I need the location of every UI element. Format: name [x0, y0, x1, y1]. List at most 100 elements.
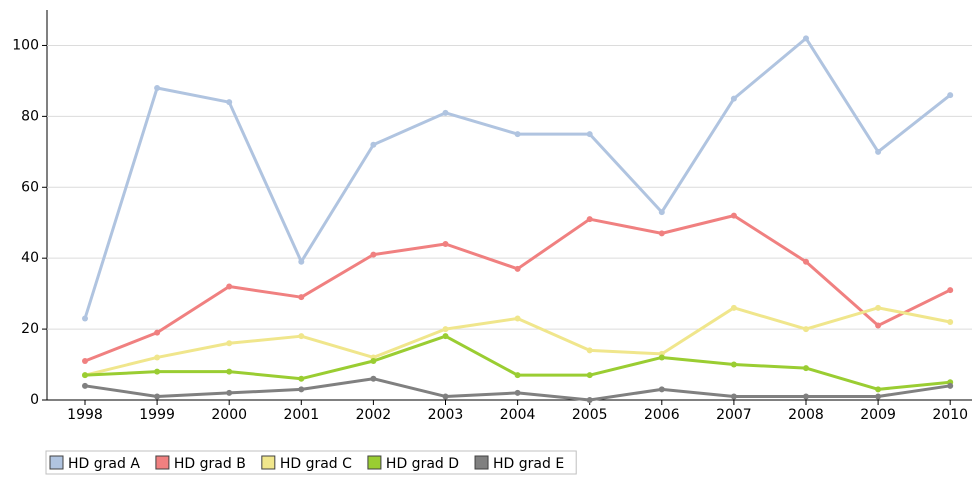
- series-line: [84, 334, 951, 391]
- data-point: [947, 382, 954, 389]
- y-tick-label: 100: [12, 37, 39, 53]
- data-point: [803, 35, 809, 42]
- data-point: [586, 372, 593, 379]
- data-point: [514, 389, 521, 396]
- data-point: [803, 393, 809, 400]
- data-point: [875, 148, 882, 155]
- data-point: [514, 265, 521, 272]
- data-point: [586, 216, 593, 223]
- legend-label: HD grad E: [493, 456, 564, 472]
- data-point: [875, 304, 882, 311]
- data-point: [514, 315, 521, 322]
- data-point: [730, 212, 737, 219]
- series: [82, 304, 954, 379]
- data-point: [803, 365, 809, 372]
- data-point: [226, 340, 233, 347]
- legend-label: HD grad B: [174, 456, 246, 472]
- data-point: [586, 397, 593, 403]
- data-point: [947, 92, 954, 99]
- legend-label: HD grad D: [386, 456, 459, 472]
- x-tick-label: 2006: [644, 407, 680, 423]
- x-tick-label: 2002: [356, 407, 392, 423]
- data-point: [658, 230, 665, 237]
- data-point: [82, 358, 88, 364]
- data-point: [442, 393, 449, 400]
- data-point: [875, 386, 882, 393]
- data-point: [658, 386, 665, 393]
- data-point: [730, 393, 737, 400]
- series-line: [84, 214, 951, 363]
- data-point: [947, 319, 954, 325]
- data-point: [370, 251, 377, 258]
- data-point: [875, 393, 882, 400]
- data-point: [442, 326, 449, 333]
- legend-item: HD grad E: [474, 455, 564, 472]
- data-point: [803, 258, 809, 265]
- legend-item: HD grad D: [367, 455, 459, 472]
- legend-border: [45, 450, 577, 475]
- y-tick-label: 40: [21, 250, 39, 266]
- data-point: [82, 372, 88, 379]
- data-point: [514, 131, 521, 138]
- series: [82, 212, 954, 364]
- data-point: [154, 85, 161, 91]
- data-point: [514, 372, 521, 379]
- legend-item: HD grad A: [49, 455, 140, 472]
- data-point: [730, 95, 737, 102]
- data-point: [298, 294, 305, 301]
- y-tick-label: 0: [30, 392, 39, 408]
- y-tick-label: 80: [21, 108, 39, 124]
- data-point: [442, 241, 449, 247]
- data-point: [298, 258, 305, 265]
- data-point: [298, 375, 305, 382]
- data-point: [370, 375, 377, 382]
- data-point: [442, 333, 449, 340]
- data-point: [226, 389, 233, 396]
- data-point: [586, 131, 593, 138]
- data-point: [730, 361, 737, 368]
- x-tick-label: 2000: [211, 407, 247, 423]
- data-point: [82, 382, 88, 389]
- data-point: [370, 358, 377, 364]
- legend-item: HD grad C: [261, 455, 352, 472]
- data-point: [370, 141, 377, 148]
- legend-swatch: [261, 455, 276, 470]
- series: [82, 333, 954, 393]
- x-tick-label: 2005: [572, 407, 608, 423]
- data-point: [947, 287, 954, 294]
- x-tick-label: 2007: [716, 407, 752, 423]
- legend-item: HD grad B: [155, 455, 246, 472]
- x-tick-label: 2008: [788, 407, 824, 423]
- data-point: [154, 393, 161, 400]
- data-point: [442, 109, 449, 116]
- x-tick-label: 1998: [67, 407, 103, 423]
- data-point: [875, 322, 882, 329]
- data-point: [298, 333, 305, 340]
- x-tick-label: 1999: [139, 407, 175, 423]
- legend-label: HD grad A: [68, 456, 140, 472]
- legend-swatch: [367, 455, 382, 470]
- y-tick-label: 20: [21, 321, 39, 337]
- data-point: [226, 99, 233, 106]
- data-point: [82, 315, 88, 322]
- x-tick-label: 2001: [283, 407, 319, 423]
- data-point: [803, 326, 809, 333]
- legend-swatch: [49, 455, 64, 470]
- data-point: [586, 347, 593, 354]
- legend-swatch: [155, 455, 170, 470]
- legend-label: HD grad C: [280, 456, 352, 472]
- data-point: [154, 329, 161, 336]
- data-point: [658, 354, 665, 361]
- data-point: [226, 368, 233, 375]
- data-point: [154, 354, 161, 361]
- data-point: [298, 386, 305, 393]
- x-tick-label: 2009: [860, 407, 896, 423]
- data-point: [658, 209, 665, 216]
- data-point: [154, 368, 161, 375]
- data-point: [226, 283, 233, 290]
- x-tick-label: 2004: [500, 407, 536, 423]
- series: [82, 35, 954, 322]
- legend-swatch: [474, 455, 489, 470]
- data-point: [730, 304, 737, 311]
